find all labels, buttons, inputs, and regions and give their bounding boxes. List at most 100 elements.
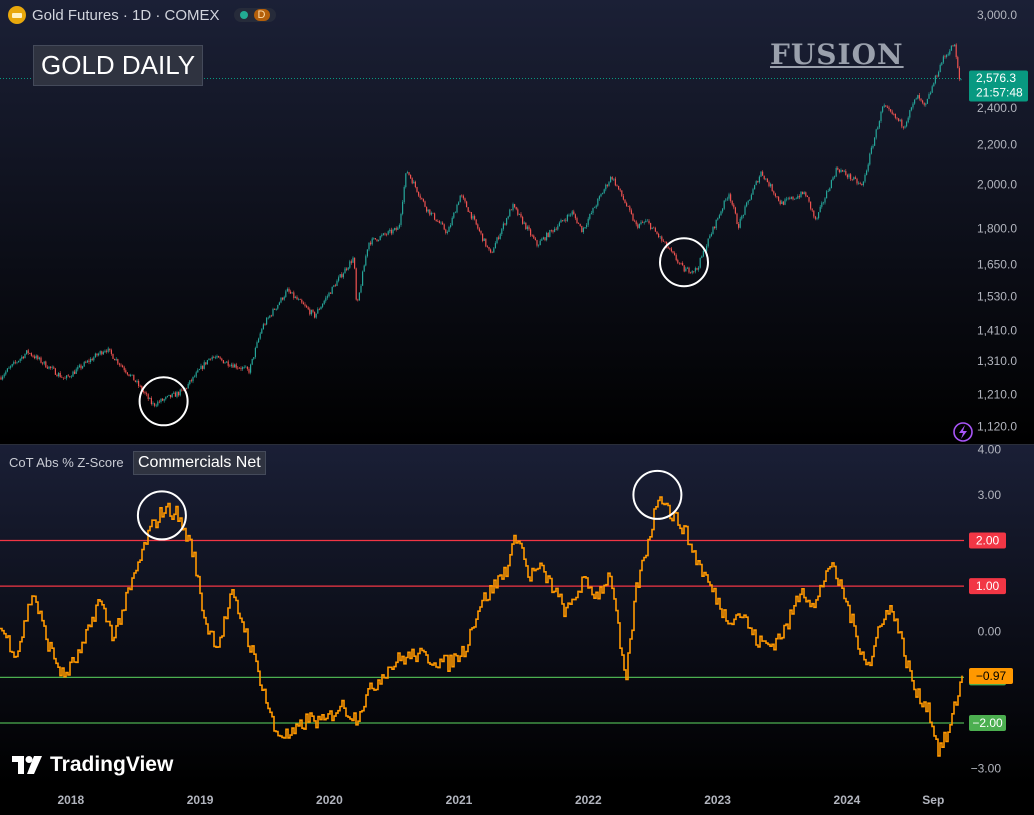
price-candle: [478, 228, 480, 231]
price-candle: [773, 191, 775, 194]
price-candle: [219, 357, 221, 359]
indicator-name[interactable]: CoT Abs % Z-Score: [9, 455, 124, 470]
price-candle: [282, 297, 284, 300]
price-candle: [629, 206, 631, 211]
price-candle: [592, 207, 594, 213]
price-candle: [694, 268, 696, 272]
price-candle: [789, 198, 791, 199]
tradingview-logo-text: TradingView: [50, 753, 174, 776]
price-candle: [310, 310, 312, 315]
price-candle: [685, 268, 687, 272]
price-candle: [643, 222, 645, 223]
price-candle: [642, 222, 644, 223]
price-candle: [958, 67, 960, 80]
price-candle: [944, 56, 946, 57]
price-candle: [406, 172, 408, 174]
symbol-header[interactable]: Gold Futures · 1D · COMEX D: [8, 6, 276, 24]
annotation-circle[interactable]: [138, 376, 189, 427]
price-candle: [530, 229, 532, 236]
price-candle: [234, 364, 236, 368]
price-candle: [418, 191, 420, 196]
price-candle: [115, 359, 117, 361]
price-candle: [645, 220, 647, 223]
price-candle: [733, 204, 735, 208]
chart-label[interactable]: GOLD DAILY: [33, 45, 204, 86]
price-candle: [557, 226, 559, 230]
price-axis-tick-label: 3,000.0: [977, 8, 1017, 22]
price-candle: [483, 238, 485, 241]
lightning-icon[interactable]: [953, 422, 973, 442]
price-candle: [250, 364, 252, 373]
price-candle: [507, 216, 509, 219]
price-candle: [456, 204, 458, 213]
price-candle: [768, 182, 770, 187]
price-candle: [947, 54, 949, 55]
price-candle: [525, 222, 527, 229]
price-candle: [358, 292, 360, 301]
price-candle: [509, 209, 511, 217]
price-candle: [394, 228, 396, 230]
price-candle: [258, 338, 260, 343]
price-candle: [957, 57, 959, 68]
price-candle: [272, 309, 274, 316]
price-candle: [638, 224, 640, 228]
price-candle: [554, 228, 556, 232]
price-candle: [352, 257, 354, 263]
zscore-last-badge[interactable]: [969, 668, 1013, 684]
price-candle: [710, 233, 712, 236]
price-candle: [899, 119, 901, 121]
price-candle: [59, 373, 61, 378]
price-candle: [214, 357, 216, 359]
price-candle: [922, 100, 924, 103]
price-candle: [118, 363, 120, 365]
price-candle: [603, 189, 605, 194]
zscore-level-badge: [969, 578, 1006, 595]
price-candle: [858, 182, 860, 184]
price-candle: [195, 372, 197, 377]
price-candle: [64, 378, 66, 379]
price-candle: [611, 177, 613, 180]
price-candle: [477, 224, 479, 229]
price-candle: [662, 240, 664, 242]
market-status[interactable]: D: [233, 8, 276, 22]
zscore-axis-tick-label: 4.00: [978, 442, 1002, 456]
price-candle: [112, 353, 114, 359]
price-candle: [739, 218, 741, 228]
price-candle: [950, 45, 952, 51]
price-candle: [306, 305, 308, 308]
last-price-badge[interactable]: [969, 70, 1028, 102]
price-candle: [202, 365, 204, 369]
price-candle: [8, 367, 10, 369]
tradingview-logo[interactable]: TradingView: [12, 753, 173, 777]
annotation-circle[interactable]: [632, 469, 683, 520]
price-candle: [506, 218, 508, 225]
price-candle: [707, 238, 709, 247]
price-candle: [298, 299, 300, 300]
price-candle: [163, 399, 165, 401]
price-candle: [670, 248, 672, 252]
price-candle: [752, 189, 754, 195]
price-candle: [458, 202, 460, 205]
price-candle: [798, 196, 800, 198]
price-candle: [21, 356, 23, 359]
annotation-circle[interactable]: [136, 490, 187, 541]
price-candle: [573, 211, 575, 215]
price-candle: [894, 114, 896, 118]
price-candle: [949, 50, 951, 55]
price-candle: [14, 361, 16, 363]
price-candle: [18, 360, 20, 363]
annotation-circle[interactable]: [659, 237, 709, 288]
price-candle: [50, 366, 52, 368]
price-candle: [726, 198, 728, 200]
price-candle: [141, 386, 143, 391]
price-candle: [616, 185, 618, 186]
price-candle: [168, 394, 170, 396]
price-candle: [200, 365, 202, 370]
indicator-series-label[interactable]: Commercials Net: [133, 451, 266, 475]
price-candle: [152, 403, 154, 404]
price-candle: [829, 188, 831, 191]
price-candle: [891, 111, 893, 114]
price-candle: [125, 370, 127, 373]
price-candle: [453, 212, 455, 218]
